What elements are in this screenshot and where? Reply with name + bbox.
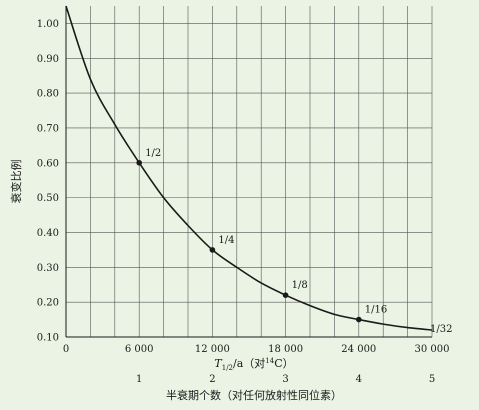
label-group: 1/2 1/4 1/8 1/16 1/32 [145, 148, 452, 335]
half-life-count-label: 3 [282, 374, 288, 385]
point-label: 1/16 [365, 305, 387, 316]
x-tick-label: 12 000 [195, 344, 230, 355]
x-tick-label: 18 000 [268, 344, 303, 355]
half-life-point [282, 292, 289, 298]
half-life-point [209, 247, 216, 253]
y-axis-title: 衰变比例 [9, 160, 23, 204]
grid [65, 6, 433, 338]
secondary-x-axis-title: 半衰期个数（对任何放射性同位素） [166, 388, 342, 402]
point-label: 1/4 [218, 235, 234, 246]
half-life-point [356, 316, 362, 323]
half-life-count-label: 2 [209, 374, 215, 385]
y-tick-label: 0.40 [37, 228, 59, 239]
y-tick-label: 1.00 [37, 19, 59, 30]
x-tick-label: 30 000 [415, 344, 450, 355]
curve-end-label: 1/32 [430, 324, 452, 335]
x-tick-label: 6 000 [125, 344, 154, 355]
y-tick-label: 0.90 [37, 54, 59, 65]
half-life-point [136, 159, 142, 166]
point-label: 1/8 [292, 280, 308, 291]
decay-curve-group [65, 5, 433, 331]
x-tick-label: 24 000 [341, 344, 376, 355]
axes: 0.10 0.20 0.30 0.40 0.50 0.60 0.70 0.80 0.90 1.00… [9, 6, 450, 402]
y-tick-label: 0.10 [37, 333, 59, 344]
decay-curve [65, 5, 433, 331]
y-tick-label: 0.20 [37, 298, 59, 309]
y-tick-label: 0.30 [37, 263, 59, 274]
marker-group [136, 159, 362, 323]
y-tick-label: 0.80 [37, 89, 59, 100]
y-tick-label: 0.60 [37, 158, 59, 169]
half-life-count-label: 4 [356, 374, 362, 385]
y-tick-label: 0.50 [37, 193, 59, 204]
x-axis-title: T1/2/a（对14C） [214, 356, 293, 372]
point-label: 1/2 [145, 148, 161, 159]
x-tick-label: 0 [63, 344, 69, 355]
y-tick-label: 0.70 [37, 123, 59, 134]
half-life-count-label: 5 [429, 374, 435, 385]
half-life-count-label: 1 [136, 374, 142, 385]
